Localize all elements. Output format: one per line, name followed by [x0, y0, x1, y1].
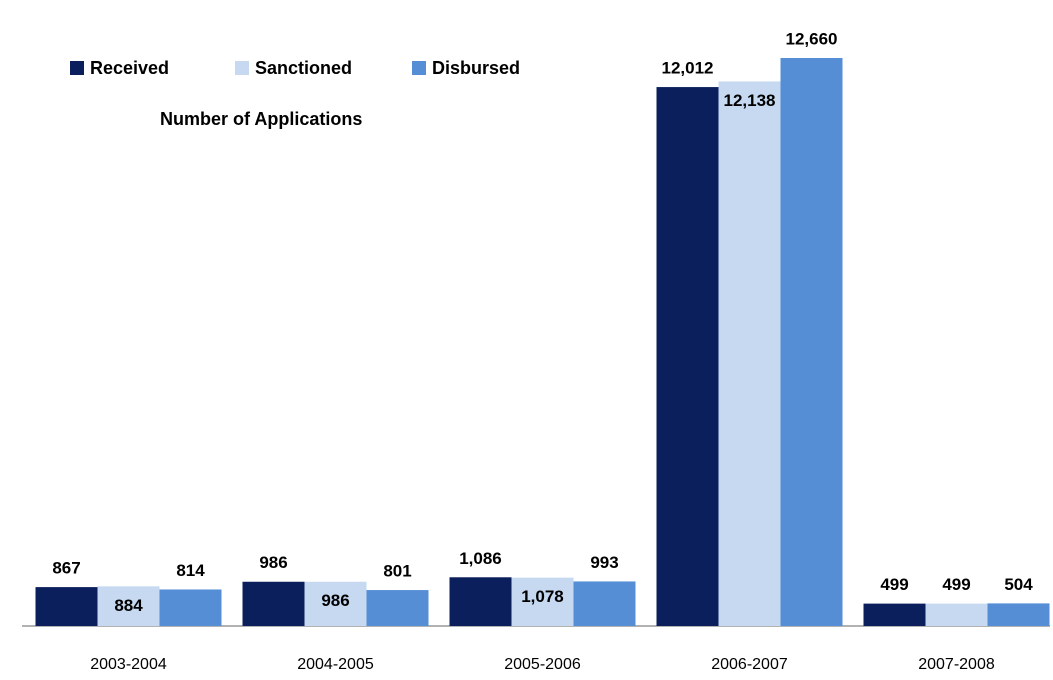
bar [511, 577, 574, 626]
value-label: 12,138 [724, 91, 776, 110]
bar [573, 581, 636, 626]
bar [925, 603, 988, 626]
value-label: 993 [590, 553, 618, 572]
bar [242, 581, 305, 626]
bar [449, 577, 512, 626]
value-label: 499 [880, 575, 908, 594]
bar [35, 587, 98, 626]
value-label: 801 [383, 562, 411, 581]
legend-swatch [412, 61, 426, 75]
value-label: 499 [942, 575, 970, 594]
x-tick-label: 2005-2006 [504, 656, 581, 673]
bar [987, 603, 1050, 626]
bar [863, 603, 926, 626]
bar [780, 58, 843, 626]
x-tick-label: 2003-2004 [90, 656, 167, 673]
value-label: 986 [321, 591, 349, 610]
x-tick-label: 2006-2007 [711, 656, 788, 673]
value-label: 884 [114, 596, 143, 615]
bar [366, 590, 429, 626]
value-label: 867 [52, 559, 80, 578]
value-label: 1,078 [521, 587, 564, 606]
value-label: 504 [1004, 575, 1033, 594]
bar [304, 581, 367, 626]
value-label: 814 [176, 561, 205, 580]
value-label: 12,012 [662, 59, 714, 78]
legend-swatch [235, 61, 249, 75]
chart-title: Number of Applications [160, 109, 362, 129]
bar [97, 586, 160, 626]
value-label: 986 [259, 553, 287, 572]
bar [718, 81, 781, 626]
x-tick-label: 2004-2005 [297, 656, 374, 673]
value-label: 12,660 [786, 29, 838, 48]
legend-label: Received [90, 58, 169, 78]
value-label: 1,086 [459, 549, 502, 568]
legend-label: Disbursed [432, 58, 520, 78]
legend-swatch [70, 61, 84, 75]
x-tick-label: 2007-2008 [918, 656, 995, 673]
bar [159, 589, 222, 626]
legend-label: Sanctioned [255, 58, 352, 78]
bar [656, 87, 719, 626]
